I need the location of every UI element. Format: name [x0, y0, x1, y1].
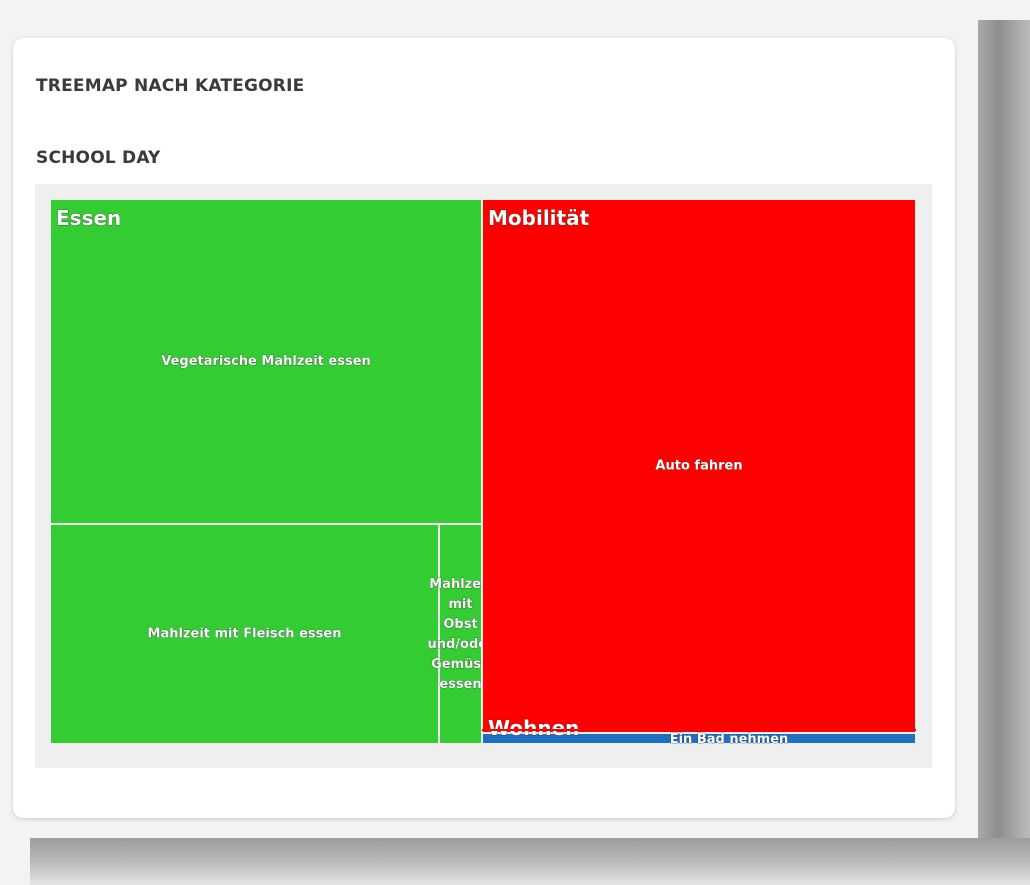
category-wohnen: Ein Bad nehmen Wohnen: [481, 716, 917, 747]
tile-label-auto-fahren: Auto fahren: [655, 459, 742, 474]
tile-label-vegetarische-mahlzeit-essen: Vegetarische Mahlzeit essen: [161, 354, 371, 369]
treemap-chart: Vegetarische Mahlzeit essen Mahlzeit mit …: [49, 198, 917, 747]
category-mobilitaet: Auto fahren Mobilität: [481, 198, 917, 734]
treemap-card: TREEMAP NACH KATEGORIE SCHOOL DAY Vegeta…: [13, 38, 955, 818]
category-label-essen: Essen: [56, 206, 121, 230]
tile-label-mahlzeit-mit-obst-und-oder-gemuese-essen: Mahlzeit mit Obst und/oder Gemüse essen: [427, 577, 494, 692]
background-shadow-right: [978, 20, 1030, 865]
chart-title: SCHOOL DAY: [36, 148, 161, 168]
tile-mahlzeit-mit-obst-und-oder-gemuese-essen[interactable]: [438, 523, 483, 745]
tile-label-mahlzeit-mit-fleisch-essen: Mahlzeit mit Fleisch essen: [148, 627, 342, 642]
category-label-wohnen: Wohnen: [488, 716, 579, 740]
card-title: TREEMAP NACH KATEGORIE: [36, 76, 305, 96]
tile-vegetarische-mahlzeit-essen[interactable]: [49, 198, 483, 525]
category-label-mobilitaet: Mobilität: [488, 206, 590, 230]
background-shadow-bottom: [30, 838, 1030, 885]
tile-ein-bad-nehmen[interactable]: [481, 732, 917, 745]
tile-label-ein-bad-nehmen: Ein Bad nehmen: [670, 732, 789, 747]
category-essen: Vegetarische Mahlzeit essen Mahlzeit mit …: [49, 198, 494, 745]
